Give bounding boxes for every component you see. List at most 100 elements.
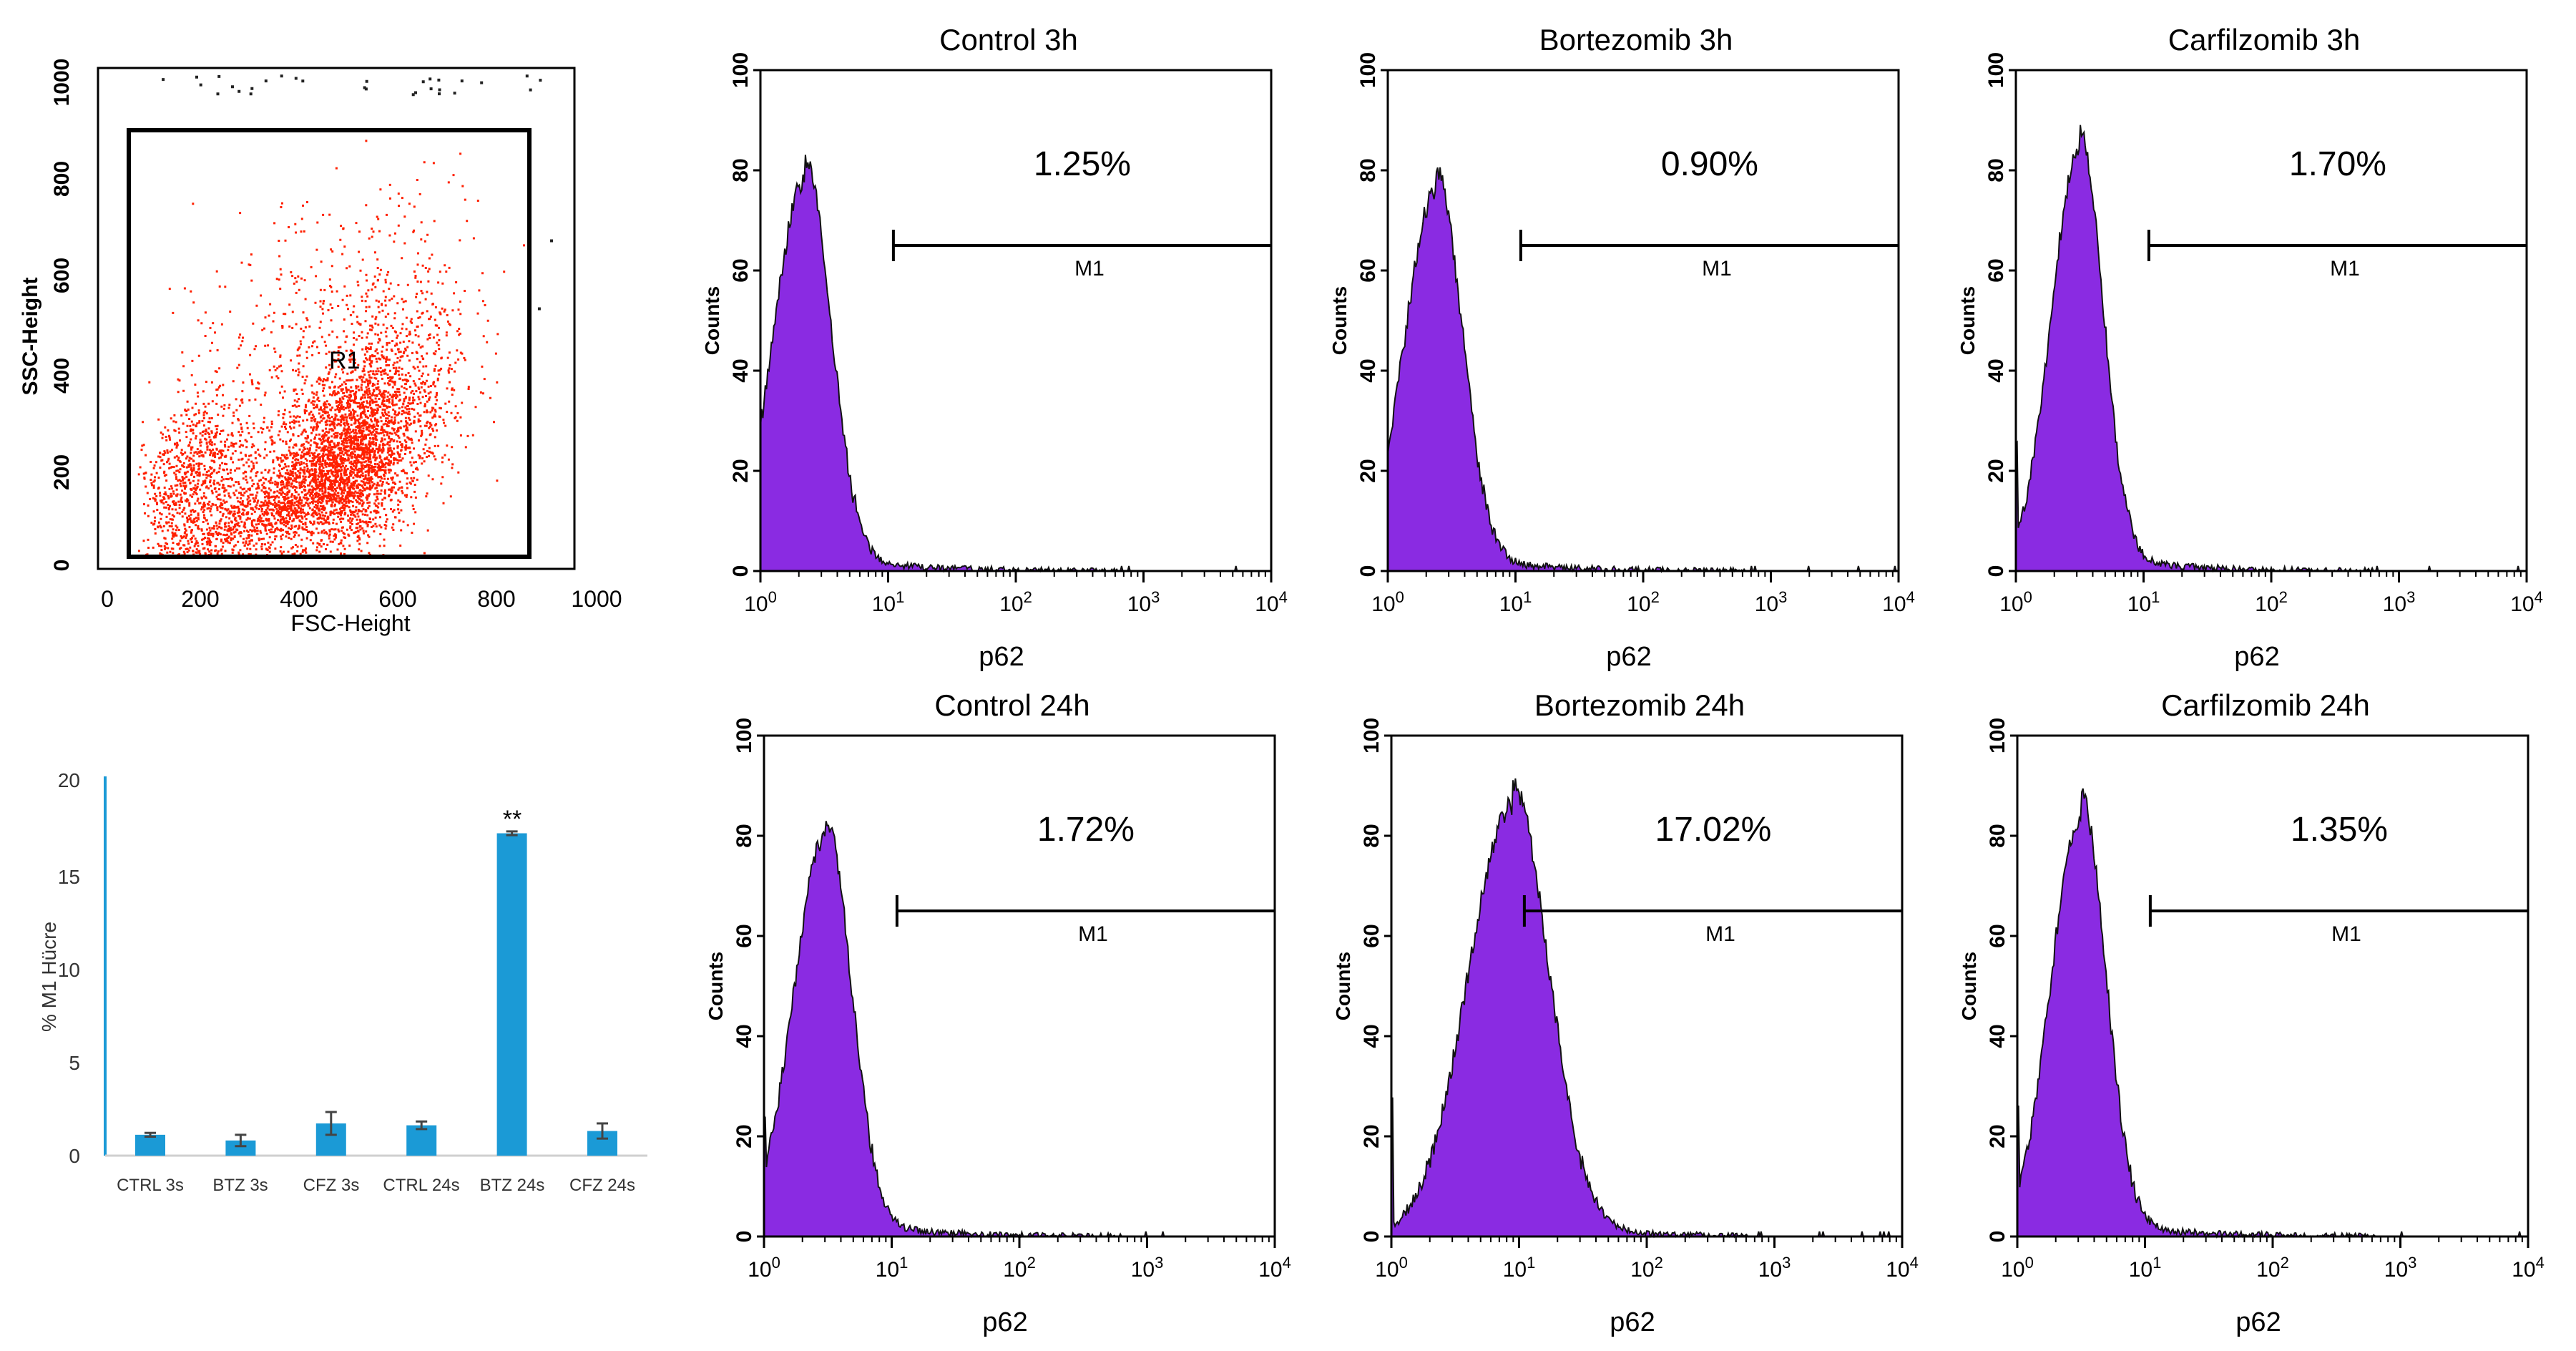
m1-marker-label: M1: [1074, 257, 1105, 281]
y-tick-label: 40: [1986, 1024, 2009, 1048]
histogram-panel-2: Bortezomib 3h 0 20 40 60 80 100 Counts 100 101 102…: [1328, 23, 1915, 672]
x-tick-label: 103: [2383, 588, 2416, 616]
y-tick-label: 100: [1356, 52, 1380, 88]
y-tick-label: 60: [1360, 924, 1384, 947]
x-tick-label: 400: [280, 586, 318, 612]
y-tick-label: 80: [1356, 158, 1380, 182]
m1-marker-label: M1: [1078, 922, 1108, 946]
y-tick-label: 10: [58, 959, 80, 981]
scatter-dots: [137, 74, 554, 557]
y-tick-label: 0: [729, 565, 753, 577]
y-tick-label: 80: [733, 824, 756, 847]
y-tick-label: 0: [1984, 565, 2008, 577]
m1-marker-label: M1: [2331, 922, 2361, 946]
x-axis-label: p62: [1606, 642, 1651, 672]
x-tick-label: 104: [1258, 1254, 1291, 1282]
x-tick-label: 103: [1127, 588, 1160, 616]
y-tick-label: 20: [58, 769, 80, 791]
y-tick-label: 40: [1360, 1024, 1384, 1048]
x-axis-label: p62: [2234, 642, 2279, 672]
y-tick-label: 0: [69, 1145, 80, 1167]
x-axis-label: p62: [1610, 1307, 1655, 1337]
category-label: CTRL 24s: [383, 1176, 459, 1195]
histogram-area: [760, 155, 1271, 573]
y-tick-label: 0: [733, 1231, 756, 1243]
y-tick-label: 100: [1984, 52, 2008, 88]
histogram-title: Carfilzomib 3h: [2168, 23, 2360, 57]
x-tick-label: 101: [2127, 588, 2160, 616]
bar-y-label: % M1 Hücre: [38, 922, 60, 1032]
y-tick-label: 100: [1986, 718, 2009, 753]
y-tick-label: 40: [1356, 359, 1380, 382]
x-tick-label: 104: [2512, 1254, 2545, 1282]
y-tick-label: 80: [1986, 824, 2009, 847]
scatter-outlier-points: [162, 74, 554, 311]
y-tick-label: 20: [1356, 459, 1380, 482]
x-tick-label: 104: [2510, 588, 2543, 616]
scatter-plot: R1 0 200 400 600 800 1000 FSC-Height 0 2…: [19, 59, 622, 636]
gate-r1: [127, 128, 532, 559]
histogram-panel-6: Carfilzomib 24h 0 20 40 60 80 100 Counts 100 101 1…: [1958, 688, 2545, 1337]
y-tick-label: 60: [1984, 258, 2008, 282]
x-tick-label: 103: [1755, 588, 1788, 616]
histogram-panel-5: Bortezomib 24h 0 20 40 60 80 100 Counts 100 101 10…: [1332, 688, 1919, 1337]
error-bar-3: [416, 1120, 428, 1131]
histogram-panel-1: Control 3h 0 20 40 60 80 100 Counts 100 101 102 103…: [701, 23, 1288, 672]
y-tick-label: 20: [1986, 1124, 2009, 1148]
y-axis-label: Counts: [1328, 286, 1351, 355]
x-tick-label: 102: [1630, 1254, 1663, 1282]
x-axis-label: p62: [2235, 1307, 2281, 1337]
m1-marker-label: M1: [2330, 257, 2360, 281]
y-tick-label: 40: [733, 1024, 756, 1048]
scatter-x-label: FSC-Height: [290, 610, 410, 636]
y-axis-label: Counts: [1332, 952, 1354, 1020]
histogram-title: Carfilzomib 24h: [2161, 688, 2370, 722]
y-tick-label: 200: [50, 454, 74, 490]
x-tick-label: 100: [1371, 588, 1404, 616]
y-tick-label: 60: [1356, 258, 1380, 282]
scatter-x-ticks: 0 200 400 600 800 1000: [101, 586, 622, 612]
y-tick-label: 1000: [50, 59, 74, 107]
x-tick-label: 103: [1131, 1254, 1164, 1282]
y-tick-label: 60: [1986, 924, 2009, 947]
y-axis-label: Counts: [701, 286, 723, 355]
m1-percent-label: 1.72%: [1037, 811, 1135, 849]
histogram-title: Bortezomib 3h: [1539, 23, 1733, 57]
x-tick-label: 102: [1003, 1254, 1036, 1282]
y-tick-label: 80: [729, 158, 753, 182]
x-tick-label: 600: [378, 586, 416, 612]
y-tick-label: 80: [1360, 824, 1384, 847]
category-label: BTZ 3s: [212, 1176, 268, 1195]
y-tick-label: 60: [729, 258, 753, 282]
y-tick-label: 40: [729, 359, 753, 382]
bar-categories: CTRL 3s BTZ 3s CFZ 3s CTRL 24s BTZ 24s C…: [117, 1176, 635, 1195]
x-axis-label: p62: [982, 1307, 1027, 1337]
y-tick-label: 100: [733, 718, 756, 753]
y-tick-label: 20: [1360, 1124, 1384, 1148]
histogram-title: Control 3h: [939, 23, 1078, 57]
y-tick-label: 80: [1984, 158, 2008, 182]
bar-marks: [135, 830, 617, 1156]
y-axis-label: Counts: [1958, 952, 1980, 1020]
x-tick-label: 100: [2001, 1254, 2034, 1282]
y-tick-label: 40: [1984, 359, 2008, 382]
bar-1: [225, 1140, 256, 1156]
category-label: CFZ 24s: [569, 1176, 635, 1195]
scatter-points: [137, 140, 525, 557]
y-tick-label: 600: [50, 258, 74, 293]
m1-percent-label: 1.25%: [1034, 145, 1131, 183]
y-tick-label: 100: [729, 52, 753, 88]
x-tick-label: 1000: [571, 586, 622, 612]
x-tick-label: 102: [999, 588, 1032, 616]
y-tick-label: 400: [50, 358, 74, 394]
histogram-title: Bortezomib 24h: [1534, 688, 1745, 722]
y-tick-label: 5: [69, 1052, 80, 1074]
category-label: BTZ 24s: [480, 1176, 545, 1195]
x-tick-label: 100: [744, 588, 777, 616]
category-label: CFZ 3s: [303, 1176, 360, 1195]
error-bar-1: [235, 1133, 247, 1148]
y-tick-label: 20: [1984, 459, 2008, 482]
x-tick-label: 104: [1882, 588, 1915, 616]
y-tick-label: 0: [1360, 1231, 1384, 1243]
